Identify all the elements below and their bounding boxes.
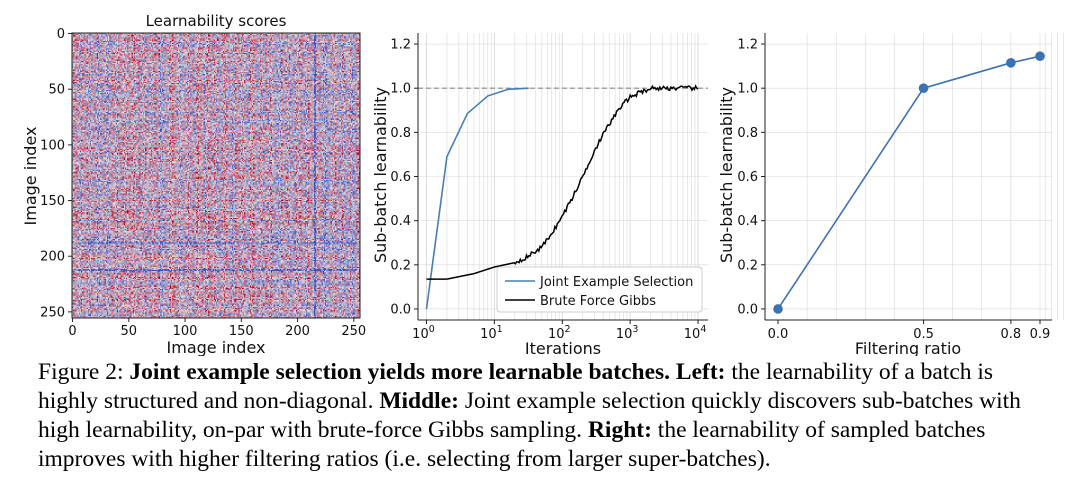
filtering-grid bbox=[765, 33, 1064, 320]
filtering-y-ticks: 0.0 0.2 0.4 0.6 0.8 1.0 1.2 bbox=[737, 38, 765, 317]
iterations-x-tick-label: 104 bbox=[684, 324, 707, 342]
heatmap-x-ticks: 0 50 100 150 200 250 bbox=[68, 318, 366, 339]
iterations-y-label: Sub-batch learnability bbox=[371, 87, 390, 263]
caption-right-text: the learnability of sampled batches impr… bbox=[38, 417, 986, 472]
heatmap-y-label: Image index bbox=[21, 127, 40, 226]
iterations-y-tick-label: 1.2 bbox=[390, 38, 411, 53]
iterations-y-tick-label: 0.4 bbox=[390, 214, 411, 229]
heatmap-x-tick-label: 250 bbox=[341, 324, 366, 339]
filtering-point bbox=[1035, 51, 1045, 61]
heatmap-y-ticks: 0 50 100 150 200 250 bbox=[40, 27, 72, 320]
filtering-y-tick-label: 0.6 bbox=[737, 170, 758, 185]
filtering-point bbox=[918, 83, 929, 93]
iterations-series bbox=[425, 84, 699, 310]
legend-box bbox=[496, 266, 703, 313]
heatmap-y-tick-label: 0 bbox=[57, 27, 65, 42]
legend-label-gibbs: Brute Force Gibbs bbox=[540, 294, 656, 309]
caption-title: Joint example selection yields more lear… bbox=[129, 359, 671, 385]
filtering-x-ticks: 0.0 0.5 0.8 0.9 bbox=[768, 320, 1051, 342]
iterations-grid bbox=[418, 33, 708, 320]
figure-caption: Figure 2: Joint example selection yields… bbox=[38, 358, 1058, 474]
series-joint-example-selection bbox=[425, 87, 529, 310]
iterations-y-tick-label: 0.0 bbox=[390, 302, 411, 317]
filtering-point bbox=[773, 304, 783, 314]
iterations-x-tick-label: 101 bbox=[480, 324, 503, 342]
filtering-point bbox=[1006, 58, 1016, 68]
heatmap-y-tick-label: 200 bbox=[40, 250, 65, 265]
filtering-x-tick-label: 0.9 bbox=[1030, 327, 1051, 342]
heatmap-y-tick-label: 100 bbox=[40, 138, 65, 153]
iterations-y-tick-label: 0.6 bbox=[390, 170, 411, 185]
filtering-y-tick-label: 0.4 bbox=[737, 214, 758, 229]
filtering-y-tick-label: 1.2 bbox=[737, 38, 758, 53]
filtering-y-tick-label: 0.8 bbox=[737, 126, 758, 141]
figure-panels: Learnability scores 0 50 100 150 200 250 0 50 1… bbox=[21, 12, 1064, 356]
heatmap-cells bbox=[72, 33, 360, 318]
filtering-x-tick-label: 0.8 bbox=[1001, 327, 1022, 342]
heatmap-x-tick-label: 100 bbox=[173, 324, 198, 339]
heatmap-y-tick-label: 50 bbox=[48, 83, 65, 98]
iterations-x-label: Iterations bbox=[525, 339, 601, 356]
caption-middle-text: Joint example selection quickly discover… bbox=[38, 388, 1021, 443]
heatmap-y-tick-label: 250 bbox=[40, 305, 65, 320]
iterations-x-tick-label: 103 bbox=[616, 324, 639, 342]
heatmap-title: Learnability scores bbox=[146, 12, 287, 30]
caption-left-text: the learnability of a batch is highly st… bbox=[38, 359, 994, 414]
legend-label-jes: Joint Example Selection bbox=[539, 275, 693, 290]
filtering-panel: 0.0 0.2 0.4 0.6 0.8 1.0 1.2 0.0 0.5 0.8 0.9 Filte… bbox=[717, 33, 1064, 356]
filtering-x-tick-label: 0.0 bbox=[768, 327, 789, 342]
heatmap-x-tick-label: 0 bbox=[68, 324, 76, 339]
heatmap-image bbox=[72, 33, 360, 318]
iterations-x-tick-label: 102 bbox=[548, 324, 571, 342]
filtering-series bbox=[773, 51, 1045, 314]
iterations-y-tick-label: 1.0 bbox=[390, 82, 411, 97]
filtering-y-tick-label: 1.0 bbox=[737, 82, 758, 97]
caption-right-label: Right: bbox=[587, 417, 652, 443]
filtering-x-label: Filtering ratio bbox=[855, 339, 961, 356]
heatmap-x-label: Image index bbox=[167, 338, 266, 356]
filtering-y-tick-label: 0.2 bbox=[737, 258, 758, 273]
filtering-y-label: Sub-batch learnability bbox=[717, 87, 736, 263]
heatmap-x-tick-label: 50 bbox=[121, 324, 138, 339]
iterations-y-tick-label: 0.2 bbox=[390, 258, 411, 273]
caption-prefix: Figure 2: bbox=[38, 359, 130, 385]
filtering-y-tick-label: 0.0 bbox=[737, 302, 758, 317]
iterations-y-tick-label: 0.8 bbox=[390, 126, 411, 141]
iterations-y-ticks: 0.0 0.2 0.4 0.6 0.8 1.0 1.2 bbox=[390, 38, 418, 317]
heatmap-panel: Learnability scores 0 50 100 150 200 250 0 50 1… bbox=[21, 12, 366, 356]
series-filtering-ratio bbox=[777, 55, 1041, 310]
iterations-panel: 0.0 0.2 0.4 0.6 0.8 1.0 1.2 100 101 102 103 104 It… bbox=[371, 33, 708, 356]
legend: Joint Example Selection Brute Force Gibb… bbox=[496, 266, 703, 313]
series-brute-force-gibbs bbox=[426, 84, 699, 280]
heatmap-x-tick-label: 150 bbox=[229, 324, 254, 339]
caption-left-label: Left: bbox=[675, 359, 726, 385]
heatmap-y-tick-label: 150 bbox=[40, 194, 65, 209]
iterations-x-tick-label: 100 bbox=[412, 324, 435, 342]
iterations-x-ticks: 100 101 102 103 104 bbox=[412, 320, 706, 342]
caption-middle-label: Middle: bbox=[379, 388, 459, 414]
heatmap-frame bbox=[71, 32, 361, 319]
filtering-x-tick-label: 0.5 bbox=[913, 327, 934, 342]
heatmap-x-tick-label: 200 bbox=[285, 324, 310, 339]
